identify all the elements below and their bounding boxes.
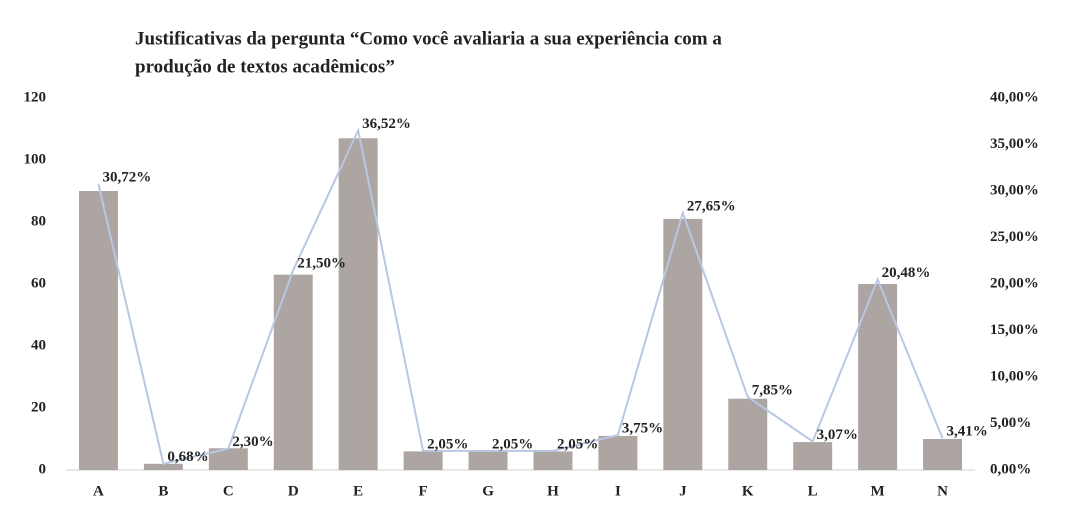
y-tick-label: 0 [39,461,47,477]
y-tick-label: 60 [31,275,46,291]
bar [338,138,378,471]
x-tick-label: I [615,483,621,499]
y2-tick-label: 30,00% [990,182,1039,198]
y2-tick-label: 15,00% [990,322,1039,338]
y-tick-label: 120 [24,89,47,105]
data-label: 30,72% [102,170,151,186]
x-tick-label: H [547,483,559,499]
bar [533,451,573,470]
data-label: 27,65% [687,198,736,214]
x-tick-label: F [419,483,428,499]
data-label: 3,75% [622,421,663,437]
y-tick-label: 20 [31,399,46,415]
bar [728,398,768,470]
data-label: 0,68% [167,449,208,465]
x-tick-label: A [93,483,104,499]
bar [598,435,638,470]
chart-subtitle: produção de textos acadêmicos” [135,56,395,77]
data-label: 2,05% [427,436,468,452]
x-tick-label: L [808,483,818,499]
y2-tick-label: 0,00% [990,461,1031,477]
y2-tick-label: 40,00% [990,89,1039,105]
data-label: 2,05% [492,436,533,452]
y2-tick-label: 5,00% [990,415,1031,431]
bar [143,463,183,470]
line [97,127,944,465]
bar [858,284,898,470]
bar [793,442,833,470]
data-label: 21,50% [297,255,346,271]
bar [78,191,118,470]
y-tick-label: 80 [31,213,46,229]
x-tick-label: N [937,483,948,499]
bar [923,439,963,470]
x-tick-label: J [679,483,687,499]
data-label: 36,52% [362,116,411,132]
bar [468,451,508,470]
x-tick-label: G [482,483,494,499]
data-label: 7,85% [752,382,793,398]
y2-tick-label: 20,00% [990,275,1039,291]
data-label: 3,07% [817,427,858,443]
bar [208,448,248,470]
data-label: 2,05% [557,436,598,452]
x-tick-label: D [288,483,299,499]
x-tick-label: K [742,483,754,499]
data-label: 3,41% [947,424,988,440]
data-label: 20,48% [882,265,931,281]
data-label: 2,30% [232,434,273,450]
y2-tick-label: 10,00% [990,368,1039,384]
y-tick-label: 40 [31,337,46,353]
x-tick-label: M [871,483,885,499]
x-tick-label: E [353,483,363,499]
y2-tick-label: 25,00% [990,229,1039,245]
bar [273,274,313,470]
y2-tick-label: 35,00% [990,136,1039,152]
bar [403,451,443,470]
x-tick-label: C [223,483,234,499]
y-tick-label: 100 [24,151,47,167]
x-tick-label: B [158,483,168,499]
chart-title: Justificativas da pergunta “Como você av… [135,28,722,49]
